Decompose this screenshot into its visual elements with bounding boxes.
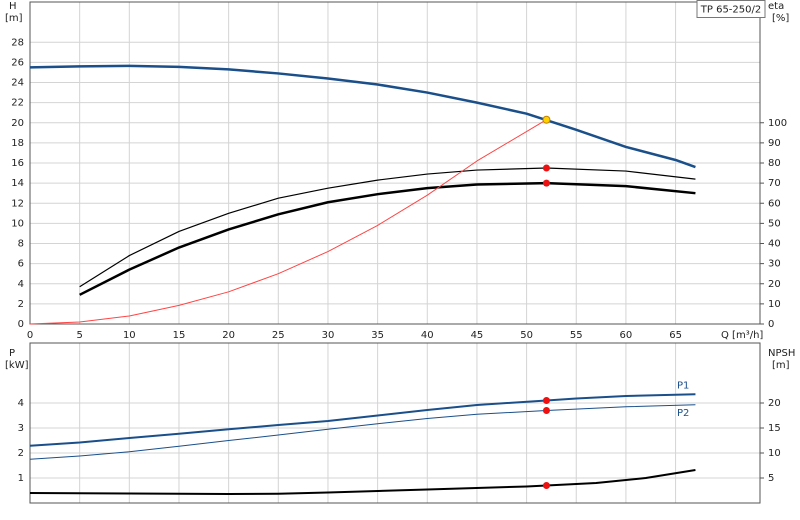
x-tick-label: 5 bbox=[76, 330, 82, 341]
x-tick-label: 40 bbox=[421, 330, 434, 341]
y-tick-label: 26 bbox=[11, 57, 24, 68]
y2-tick-label: 50 bbox=[768, 218, 781, 229]
operating-point bbox=[542, 482, 550, 489]
x-tick-label: 45 bbox=[471, 330, 484, 341]
series-label: P1 bbox=[677, 380, 689, 391]
plot-frame bbox=[29, 1, 761, 325]
x-tick-label: 25 bbox=[272, 330, 285, 341]
y-tick-label: 1 bbox=[18, 473, 24, 484]
y-tick-label: 18 bbox=[11, 138, 24, 149]
y-tick-label: 20 bbox=[11, 118, 24, 129]
y2-tick-label: 40 bbox=[768, 239, 781, 250]
y2-tick-label: 10 bbox=[768, 299, 781, 310]
x-tick-label: 60 bbox=[620, 330, 633, 341]
curve bbox=[29, 393, 696, 447]
y-tick-label: 3 bbox=[18, 423, 24, 434]
y-axis-label: H bbox=[9, 1, 17, 12]
curve bbox=[79, 181, 696, 296]
x-tick-label: 0 bbox=[27, 330, 33, 341]
y2-tick-label: 90 bbox=[768, 138, 781, 149]
y-tick-label: 2 bbox=[18, 448, 24, 459]
y2-axis-unit: [m] bbox=[772, 360, 790, 371]
operating-point bbox=[542, 407, 550, 414]
y2-tick-label: 20 bbox=[768, 279, 781, 290]
curve bbox=[29, 469, 696, 495]
y2-tick-label: 5 bbox=[768, 473, 774, 484]
y2-tick-label: 0 bbox=[768, 319, 774, 330]
y-tick-label: 6 bbox=[18, 259, 24, 270]
y-tick-label: 12 bbox=[11, 198, 24, 209]
y2-axis-label: eta bbox=[768, 1, 784, 12]
y2-tick-label: 15 bbox=[768, 423, 781, 434]
y2-axis-unit: [%] bbox=[772, 13, 789, 24]
y2-tick-label: 70 bbox=[768, 178, 781, 189]
y-tick-label: 10 bbox=[11, 218, 24, 229]
plot-frame bbox=[29, 342, 761, 504]
operating-point bbox=[542, 179, 550, 187]
y-tick-label: 22 bbox=[11, 98, 24, 109]
y-tick-label: 0 bbox=[18, 319, 24, 330]
y2-tick-label: 10 bbox=[768, 448, 781, 459]
y2-tick-label: 20 bbox=[768, 398, 781, 409]
y-tick-label: 4 bbox=[18, 279, 24, 290]
title-box bbox=[696, 0, 766, 18]
curve bbox=[79, 167, 696, 288]
x-tick-label: 30 bbox=[322, 330, 335, 341]
curve bbox=[29, 64, 696, 169]
series-label: P2 bbox=[677, 408, 689, 419]
y-axis-unit: [kW] bbox=[5, 360, 29, 371]
y-tick-label: 8 bbox=[18, 239, 24, 250]
x-tick-label: 35 bbox=[371, 330, 384, 341]
curve bbox=[29, 119, 547, 325]
x-tick-label: 50 bbox=[520, 330, 533, 341]
y-tick-label: 4 bbox=[18, 398, 24, 409]
x-axis-label: Q [m³/h] bbox=[721, 330, 763, 341]
y-tick-label: 28 bbox=[11, 37, 24, 48]
x-tick-label: 20 bbox=[222, 330, 235, 341]
y-tick-label: 24 bbox=[11, 78, 24, 89]
y-tick-label: 16 bbox=[11, 158, 24, 169]
y-tick-label: 14 bbox=[11, 178, 24, 189]
y2-axis-label: NPSH bbox=[768, 348, 795, 359]
y2-tick-label: 100 bbox=[768, 118, 787, 129]
y-axis-label: P bbox=[9, 348, 15, 359]
y2-tick-label: 30 bbox=[768, 259, 781, 270]
x-tick-label: 10 bbox=[123, 330, 136, 341]
y2-tick-label: 80 bbox=[768, 158, 781, 169]
y-tick-label: 2 bbox=[18, 299, 24, 310]
y2-tick-label: 60 bbox=[768, 198, 781, 209]
x-tick-label: 15 bbox=[173, 330, 186, 341]
x-tick-label: 55 bbox=[570, 330, 583, 341]
chart-title: TP 65-250/2 bbox=[700, 5, 761, 16]
x-tick-label: 65 bbox=[669, 330, 682, 341]
operating-point bbox=[542, 115, 551, 124]
operating-point bbox=[542, 164, 550, 172]
operating-point bbox=[542, 397, 550, 404]
y-axis-unit: [m] bbox=[5, 13, 23, 24]
